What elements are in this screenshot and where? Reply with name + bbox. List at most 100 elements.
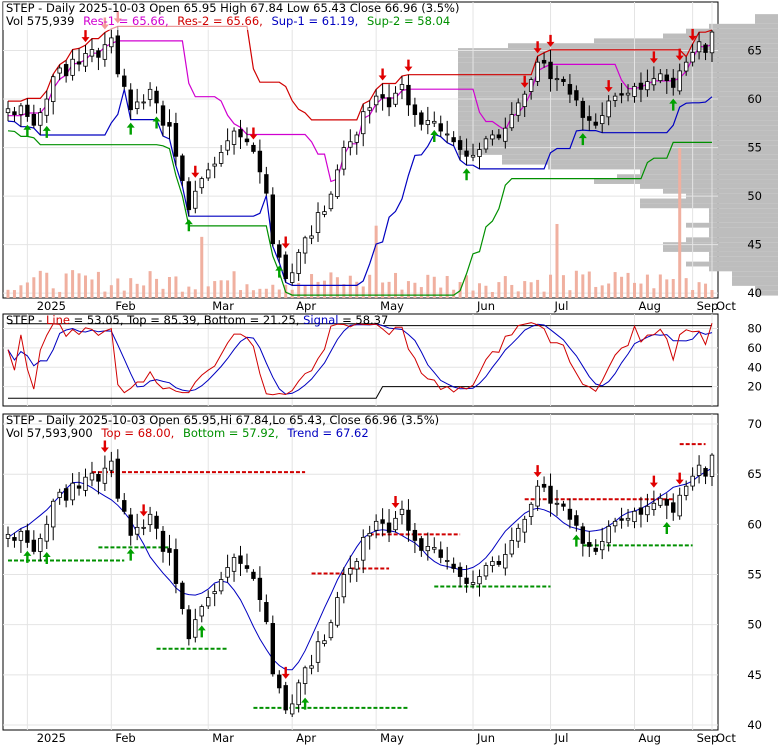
volume-profile-bar	[458, 82, 778, 87]
candle-body	[528, 503, 534, 517]
sell-arrow	[404, 59, 413, 72]
candle-body	[315, 641, 321, 663]
volume-bar	[122, 290, 126, 298]
volume-bar	[174, 276, 178, 298]
candle-body	[399, 508, 405, 515]
candle-body	[561, 78, 566, 82]
candle-body	[134, 526, 140, 535]
candle-body	[277, 674, 282, 689]
volume-bar	[232, 271, 236, 298]
volume-profile-bar	[508, 43, 778, 49]
candle-body	[600, 115, 605, 125]
candle-body	[619, 518, 624, 521]
volume-bar	[258, 288, 262, 298]
buy-arrow	[301, 697, 310, 710]
candle-body	[5, 533, 11, 539]
candle-body	[296, 682, 301, 706]
volume-bar	[529, 282, 533, 298]
candle-body	[309, 235, 314, 239]
volume-profile-bar	[709, 266, 778, 272]
res1-line	[8, 40, 713, 183]
volume-bar	[355, 281, 359, 298]
x-tick-label: Jun	[476, 299, 495, 313]
volume-profile-bar	[548, 164, 778, 170]
volume-profile-bar	[709, 256, 778, 262]
candle-body	[554, 502, 560, 505]
candle-body	[386, 97, 392, 108]
candle-body	[225, 140, 230, 151]
candle-body	[509, 114, 514, 129]
candle-body	[283, 685, 288, 711]
x-tick-label: 2025	[37, 299, 66, 313]
oscillator-panel-frame	[2, 313, 719, 407]
buy-arrow	[572, 534, 581, 547]
y-tick-label: 80	[747, 322, 762, 336]
candle-body	[580, 526, 586, 544]
volume-bar	[445, 275, 449, 298]
candle-body	[548, 61, 553, 80]
x-tick-label: Oct	[716, 299, 736, 313]
oscillator-line	[7, 322, 713, 396]
volume-bar	[45, 272, 49, 298]
legend-sup1: Sup-1 = 61.19,	[271, 14, 358, 28]
legend-trend: Trend = 67.62	[286, 426, 368, 440]
volume-bar	[148, 271, 152, 298]
candle-body	[70, 58, 75, 76]
candle-body	[438, 123, 443, 132]
volume-bar	[96, 271, 100, 298]
candle-body	[606, 100, 611, 118]
candle-body	[612, 520, 618, 527]
volume-bar	[297, 282, 301, 298]
candle-body	[328, 193, 334, 210]
candle-body	[567, 84, 573, 95]
volume-bar	[432, 276, 436, 298]
y-tick-label: 55	[747, 568, 762, 582]
candle-body	[128, 89, 133, 111]
x-tick-label: Jul	[554, 731, 569, 745]
volume-bar	[277, 289, 281, 298]
volume-bar	[381, 282, 385, 298]
volume-bar	[419, 287, 423, 298]
volume-profile-bar	[458, 120, 778, 126]
candle-body	[154, 515, 159, 529]
x-tick-label: May	[380, 299, 404, 313]
candle-body	[651, 78, 657, 86]
candle-body	[503, 127, 508, 142]
volume-bar	[600, 285, 604, 298]
buy-arrow	[669, 98, 678, 111]
volume-bar	[678, 148, 682, 298]
volume-bar	[206, 286, 210, 298]
volume-bar	[335, 277, 339, 298]
candle-body	[83, 53, 88, 67]
volume-bar	[394, 272, 398, 298]
volume-bar	[555, 223, 559, 298]
candle-body	[638, 82, 644, 90]
candle-body	[690, 475, 695, 487]
candle-body	[438, 549, 443, 558]
candle-body	[115, 458, 120, 499]
candle-body	[522, 93, 527, 107]
candle-body	[393, 92, 398, 105]
candle-body	[574, 515, 579, 526]
candle-body	[638, 507, 644, 515]
volume-bar	[90, 279, 94, 298]
volume-profile-bar	[732, 276, 778, 282]
candle-body	[548, 485, 553, 504]
candle-body	[296, 251, 301, 274]
volume-bar	[691, 289, 695, 298]
y-tick-label: 40	[747, 718, 762, 732]
candle-body	[218, 152, 224, 164]
oscillator-y-ticks: 20 40 60 80	[747, 322, 762, 394]
volume-bar	[671, 279, 675, 298]
candle-body	[76, 61, 82, 65]
candle-body	[541, 59, 547, 64]
volume-bar	[58, 291, 62, 298]
volume-bar	[226, 280, 230, 298]
candle-body	[283, 254, 288, 279]
volume-profile-bar	[663, 33, 778, 39]
candle-body	[141, 101, 146, 104]
y-tick-label: 40	[747, 286, 762, 300]
candle-body	[186, 181, 192, 211]
y-tick-label: 60	[747, 92, 762, 106]
